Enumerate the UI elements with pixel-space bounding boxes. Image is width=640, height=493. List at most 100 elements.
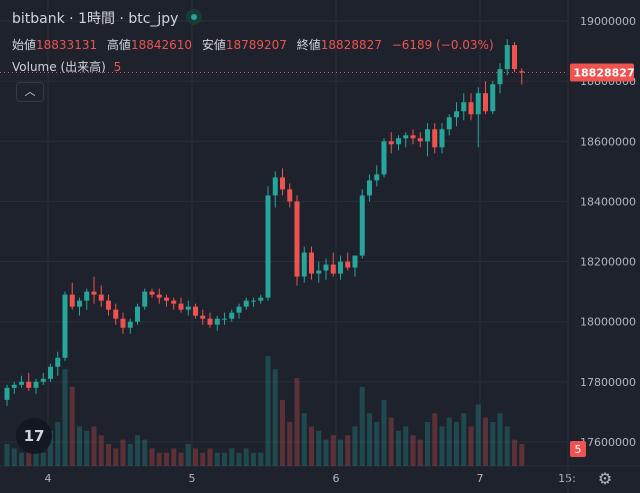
high-value: 18842610 bbox=[130, 38, 193, 52]
candle-body bbox=[222, 318, 227, 320]
candle-body bbox=[294, 201, 300, 277]
y-tick-label: 19000000 bbox=[580, 15, 636, 28]
volume-bar bbox=[77, 426, 82, 466]
candle-body bbox=[374, 174, 380, 181]
volume-bar bbox=[62, 369, 68, 466]
volume-bar bbox=[222, 452, 227, 466]
volume-bar bbox=[207, 448, 213, 466]
last-price-label: 18828827 bbox=[573, 67, 634, 80]
volume-bar bbox=[200, 452, 206, 466]
volume-bar bbox=[454, 422, 459, 466]
volume-bar bbox=[214, 452, 220, 466]
y-tick-label: 17600000 bbox=[580, 436, 636, 449]
volume-bar bbox=[265, 356, 271, 466]
symbol-header: bitbank · 1時間 · btc_jpy bbox=[12, 8, 203, 28]
volume-bar bbox=[55, 422, 61, 466]
candle-body bbox=[171, 300, 177, 304]
volume-bar bbox=[156, 452, 162, 466]
volume-bar bbox=[135, 435, 140, 466]
x-tick-label: 7 bbox=[477, 472, 484, 485]
candle-body bbox=[214, 318, 220, 325]
volume-bar bbox=[185, 444, 191, 466]
volume-bar bbox=[461, 413, 467, 466]
candle-body bbox=[40, 378, 46, 382]
volume-bar bbox=[504, 426, 510, 466]
gear-icon[interactable]: ⚙ bbox=[597, 469, 613, 488]
volume-bar bbox=[338, 439, 343, 466]
last-volume-label: 5 bbox=[575, 443, 582, 456]
y-tick-label: 17800000 bbox=[580, 376, 636, 389]
candle-body bbox=[193, 306, 198, 316]
volume-bar bbox=[301, 413, 307, 466]
volume-bar bbox=[294, 378, 300, 466]
volume-bar bbox=[475, 404, 481, 466]
candle-body bbox=[55, 357, 61, 367]
volume-bar bbox=[127, 444, 133, 466]
volume-label: Volume (出来高) bbox=[12, 60, 106, 74]
tradingview-logo[interactable]: 17 bbox=[16, 418, 52, 454]
volume-bar bbox=[48, 430, 53, 466]
candle-body bbox=[381, 141, 387, 175]
volume-bar bbox=[396, 430, 401, 466]
close-value: 18828827 bbox=[320, 38, 382, 52]
candle-body bbox=[439, 129, 445, 148]
candle-body bbox=[483, 93, 488, 112]
candle-body bbox=[207, 318, 213, 325]
candle-body bbox=[432, 129, 438, 148]
y-tick-label: 18600000 bbox=[580, 135, 636, 148]
candle-body bbox=[490, 84, 496, 112]
volume-bar bbox=[84, 430, 90, 466]
chevron-up-icon: ︿ bbox=[24, 85, 36, 98]
volume-bar bbox=[149, 448, 155, 466]
volume-bar bbox=[497, 413, 503, 466]
volume-bar bbox=[512, 439, 517, 466]
x-tick-label: 5 bbox=[189, 472, 196, 485]
symbol-title[interactable]: bitbank · 1時間 · btc_jpy bbox=[12, 11, 179, 27]
candle-body bbox=[48, 366, 53, 379]
volume-bar bbox=[417, 439, 423, 466]
volume-bar bbox=[229, 448, 235, 466]
candle-body bbox=[127, 321, 133, 328]
collapse-legend-button[interactable]: ︿ bbox=[16, 82, 44, 102]
volume-bar bbox=[243, 448, 249, 466]
volume-bar bbox=[483, 417, 488, 466]
candle-body bbox=[468, 102, 474, 115]
x-tick-label: 15: bbox=[558, 472, 576, 485]
low-label: 安値 bbox=[201, 38, 226, 52]
volume-bar bbox=[425, 422, 430, 466]
candle-body bbox=[330, 264, 336, 274]
candle-body bbox=[461, 102, 467, 112]
candle-body bbox=[497, 69, 503, 85]
open-value: 18833131 bbox=[36, 38, 98, 52]
candle-body bbox=[258, 297, 264, 301]
volume-bar bbox=[40, 452, 46, 466]
volume-bar bbox=[359, 386, 365, 466]
candle-body bbox=[323, 264, 329, 271]
volume-bar bbox=[120, 439, 126, 466]
volume-bar bbox=[439, 426, 445, 466]
candle-body bbox=[69, 294, 75, 307]
y-tick-label: 18000000 bbox=[580, 316, 636, 329]
volume-value: 5 bbox=[113, 60, 122, 74]
candle-body bbox=[367, 180, 372, 196]
candle-body bbox=[26, 381, 32, 388]
volume-bar bbox=[171, 448, 177, 466]
candle-body bbox=[403, 135, 409, 139]
volume-bar bbox=[367, 413, 372, 466]
candle-body bbox=[62, 294, 68, 358]
high-label: 高値 bbox=[106, 38, 131, 52]
volume-bar bbox=[280, 400, 285, 466]
volume-bar bbox=[26, 448, 32, 466]
candle-body bbox=[410, 135, 416, 139]
x-tick-label: 4 bbox=[45, 472, 52, 485]
candle-body bbox=[229, 312, 235, 319]
candle-body bbox=[309, 252, 314, 274]
x-tick-label: 6 bbox=[333, 472, 340, 485]
candle-body bbox=[388, 141, 394, 145]
candle-body bbox=[519, 71, 525, 73]
volume-bar bbox=[251, 452, 256, 466]
candle-body bbox=[425, 129, 430, 142]
candle-body bbox=[106, 300, 111, 310]
